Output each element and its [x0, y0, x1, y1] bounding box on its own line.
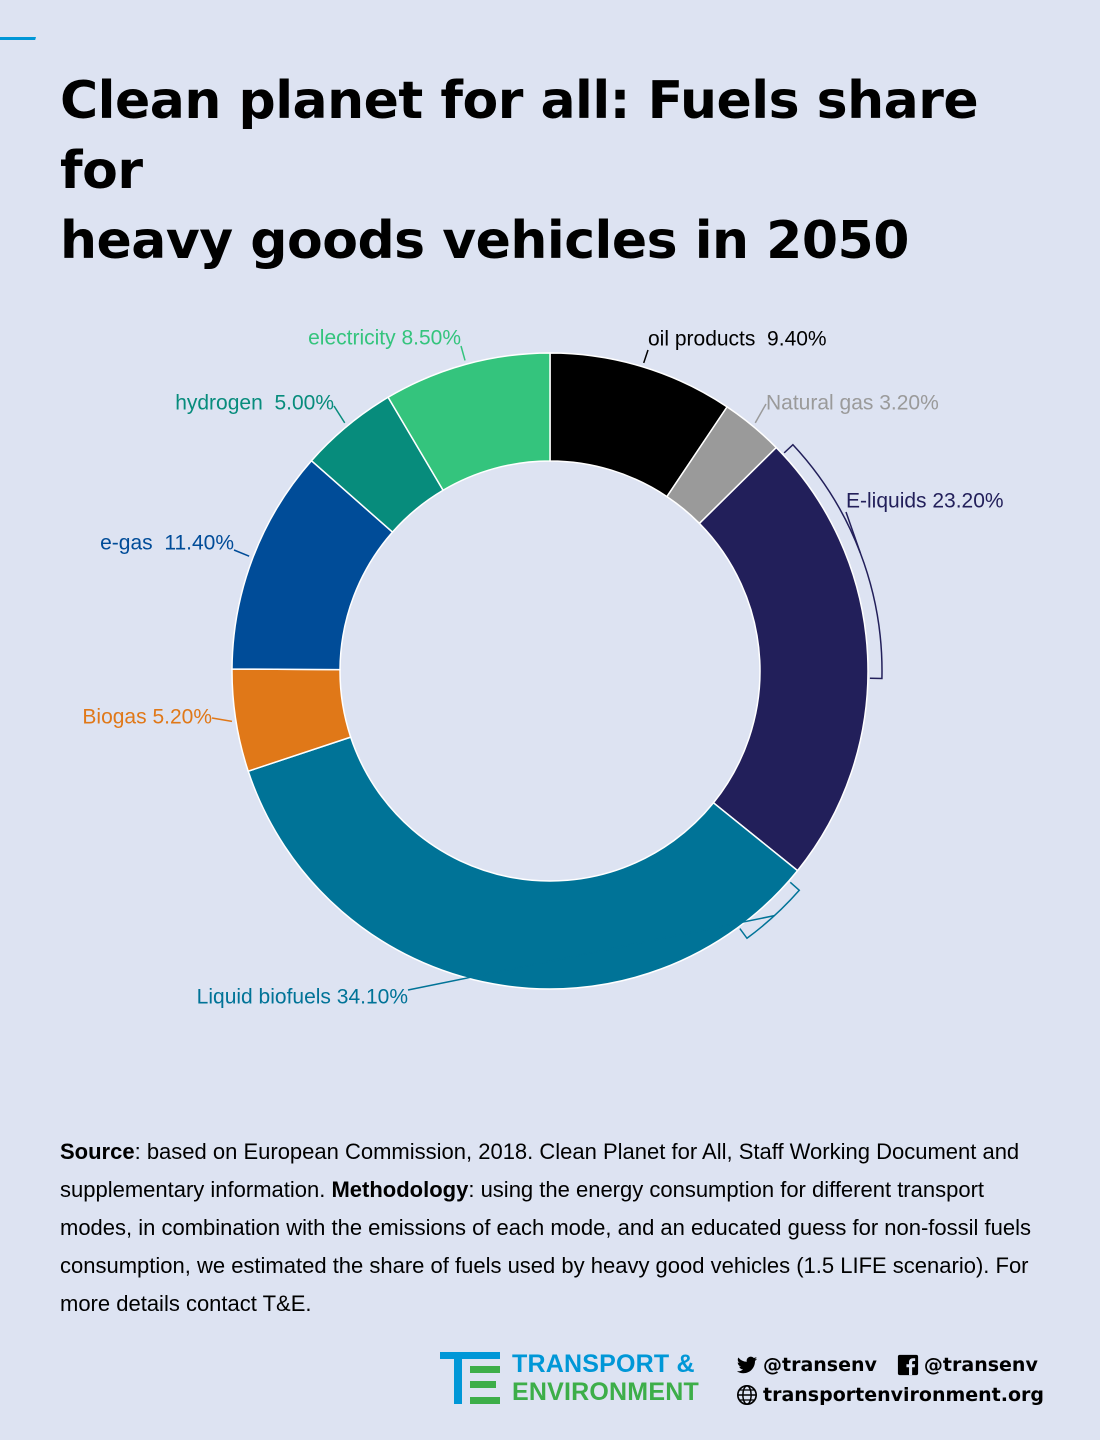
donut-chart: oil products 9.40% Natural gas 3.20% E-liq… — [82, 327, 1003, 1009]
methodology-text: : using the energy consumption for diffe… — [60, 1177, 1031, 1316]
leader-line-5 — [233, 549, 250, 557]
facebook-handle: @transenv — [923, 1354, 1038, 1376]
brand-corner-mark — [0, 37, 36, 40]
chart-slices — [231, 352, 869, 990]
slice-2 — [698, 446, 869, 872]
logo-wordmark: TRANSPORT & ENVIRONMENT — [512, 1350, 699, 1406]
source-text: : based on European Commission, 2018. Cl… — [60, 1139, 1020, 1202]
twitter-icon — [736, 1356, 758, 1374]
chart-leader-lines — [211, 345, 883, 991]
globe-icon — [737, 1385, 757, 1405]
slice-3 — [247, 736, 799, 990]
leader-line-0 — [643, 349, 649, 364]
slice-label-0: oil products 9.40% — [648, 328, 827, 351]
twitter-handle: @transenv — [763, 1354, 877, 1376]
leader-line-3 — [407, 914, 775, 991]
social-links: @transenv @transenv transportenvironment… — [736, 1350, 1044, 1410]
slice-label-6: hydrogen 5.00% — [175, 392, 334, 415]
slice-7 — [387, 352, 551, 492]
footer: TRANSPORT & ENVIRONMENT @transenv @trans… — [440, 1348, 1060, 1408]
methodology-label: Methodology — [331, 1177, 469, 1202]
title-line-1: Clean planet for all: Fuels share for — [60, 71, 979, 201]
facebook-link[interactable]: @transenv — [897, 1350, 1038, 1380]
slice-label-5: e-gas 11.40% — [100, 532, 234, 555]
slice-label-7: electricity 8.50% — [308, 327, 461, 350]
te-logo-icon — [440, 1352, 500, 1404]
website-link[interactable]: transportenvironment.org — [736, 1380, 1044, 1410]
logo-line-1: TRANSPORT & — [512, 1350, 695, 1378]
leader-line-6 — [333, 405, 346, 424]
chart-labels: oil products 9.40% Natural gas 3.20% E-liq… — [82, 327, 1003, 1009]
title-line-2: heavy goods vehicles in 2050 — [60, 211, 909, 271]
slice-label-3: Liquid biofuels 34.10% — [197, 986, 408, 1009]
leader-line-7 — [460, 345, 466, 361]
chart-title: Clean planet for all: Fuels share for he… — [60, 66, 1070, 276]
leader-line-2 — [845, 511, 861, 554]
leader-bracket-2 — [783, 443, 883, 680]
slice-label-4: Biogas 5.20% — [82, 706, 212, 729]
source-label: Source — [60, 1139, 135, 1164]
leader-line-1 — [754, 403, 767, 424]
footnote: Source: based on European Commission, 20… — [60, 1133, 1050, 1323]
logo-line-2: ENVIRONMENT — [512, 1378, 699, 1406]
slice-label-1: Natural gas 3.20% — [766, 392, 939, 415]
twitter-link[interactable]: @transenv — [736, 1350, 877, 1380]
slice-label-2: E-liquids 23.20% — [846, 490, 1004, 513]
website-url: transportenvironment.org — [763, 1384, 1045, 1406]
facebook-icon — [897, 1354, 919, 1376]
leader-line-4 — [211, 717, 233, 723]
